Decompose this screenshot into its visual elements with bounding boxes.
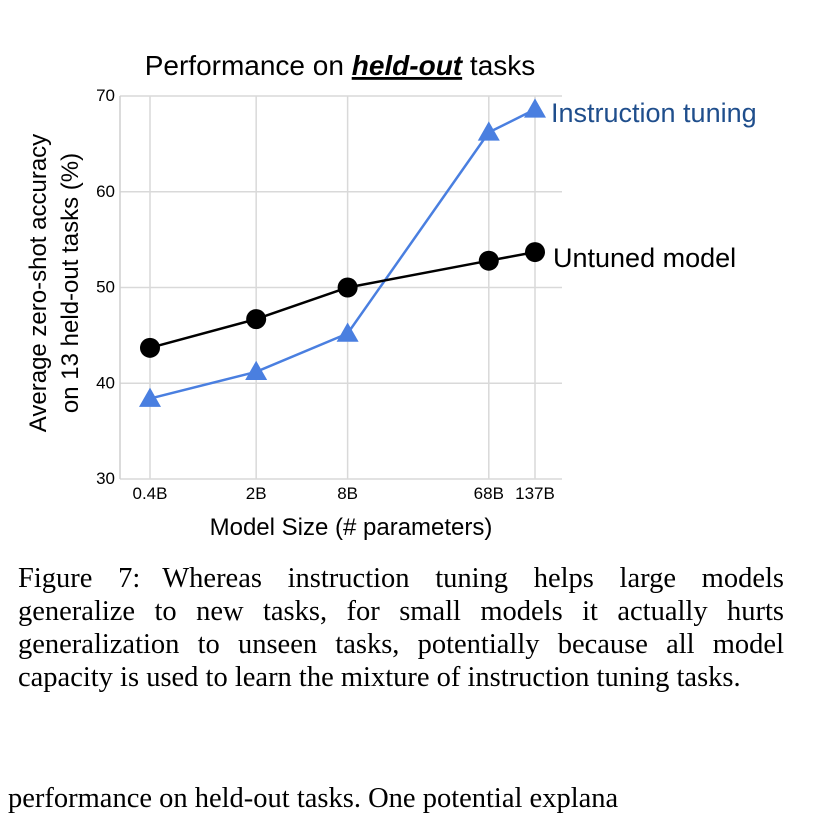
data-point (140, 337, 160, 358)
y-tick-label: 50 (96, 278, 115, 297)
line-chart: Performance on held-out tasks 30 40 50 60 70… (25, 50, 757, 541)
figure-caption-text: Whereas instruction tuning helps large m… (18, 563, 785, 693)
x-tick-label: 2B (246, 484, 267, 503)
y-axis-label-line1: Average zero-shot accuracy (25, 134, 52, 432)
y-tick-label: 70 (96, 86, 115, 105)
data-point (525, 242, 545, 263)
x-tick-label: 0.4B (133, 484, 168, 503)
y-tick-label: 40 (96, 373, 115, 392)
x-tick-label: 68B (474, 484, 504, 503)
data-point (477, 121, 500, 141)
data-point (524, 98, 546, 118)
series-label: Untuned model (553, 243, 736, 273)
x-axis-label: Model Size (# parameters) (210, 514, 493, 541)
data-point (245, 360, 268, 381)
data-point (337, 277, 358, 298)
chart-title-suffix: tasks (462, 50, 535, 81)
figure-caption-label: Figure 7: (18, 563, 141, 594)
data-point (246, 309, 267, 330)
y-axis-ticks: 30 40 50 60 70 (96, 86, 115, 488)
x-axis-ticks: 0.4B 2B 8B 68B 137B (133, 484, 555, 503)
chart-title-prefix: Performance on (145, 50, 352, 81)
chart-title: Performance on held-out tasks (145, 50, 536, 81)
chart-title-emphasis: held-out (352, 50, 464, 81)
figure-caption: Figure 7: Whereas instruction tuning help… (18, 562, 784, 694)
y-tick-label: 30 (96, 469, 115, 488)
data-point (478, 250, 499, 271)
x-tick-label: 137B (515, 484, 555, 503)
data-point (336, 322, 359, 342)
series-labels: Instruction tuning Untuned model (551, 98, 757, 273)
grid (119, 95, 562, 480)
series-label: Instruction tuning (551, 98, 757, 128)
data-point (139, 387, 161, 407)
body-text-fragment: performance on held-out tasks. One poten… (8, 783, 619, 814)
series (139, 98, 546, 407)
y-axis-label-line2: on 13 held-out tasks (%) (57, 153, 84, 413)
y-tick-label: 60 (96, 182, 115, 201)
x-tick-label: 8B (337, 484, 358, 503)
series-line-0 (149, 108, 536, 400)
